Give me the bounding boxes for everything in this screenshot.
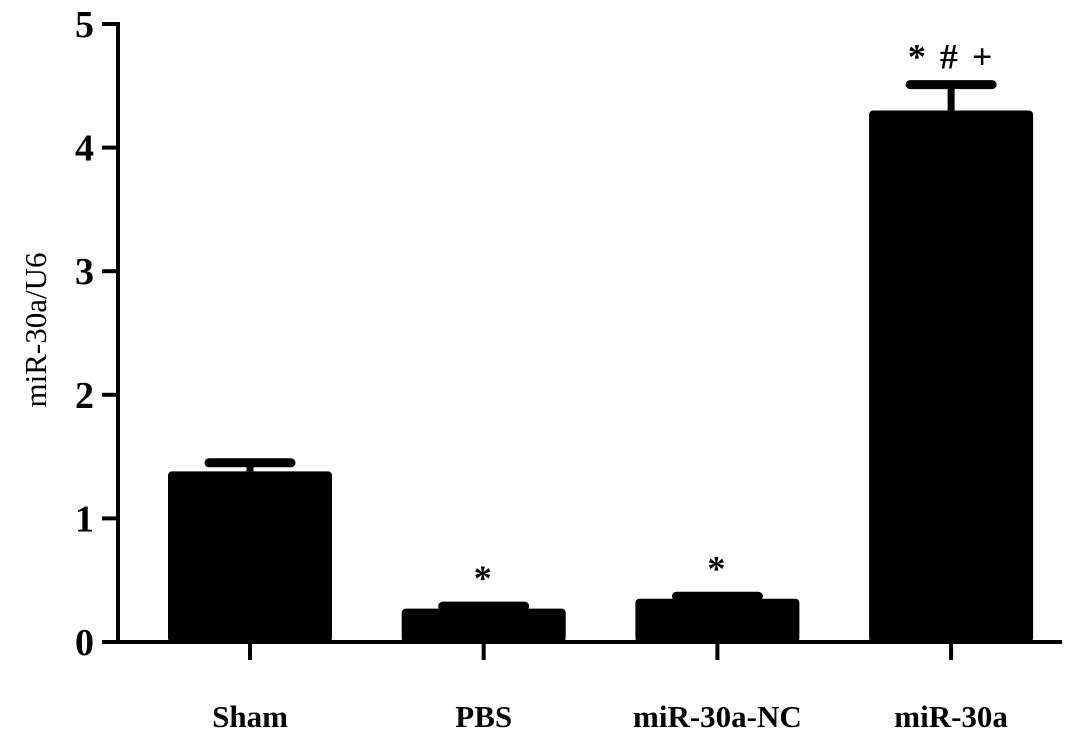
y-tick-label: 1 <box>75 498 94 540</box>
labels-layer: Sham * PBS * miR-30a-NC *#+ miR-30a 0 1 2 3 4 5 <box>75 4 1008 734</box>
y-tick-label: 0 <box>75 622 94 664</box>
bar <box>168 471 332 642</box>
significance-annotation: * <box>707 548 739 588</box>
y-tick-label: 3 <box>75 251 94 293</box>
x-tick-label: Sham <box>212 699 288 734</box>
bar <box>869 110 1034 642</box>
x-tick-label: PBS <box>455 699 512 734</box>
error-bars-layer <box>204 80 997 611</box>
significance-annotation: *#+ <box>908 37 1007 77</box>
y-tick-label: 5 <box>75 4 94 46</box>
bar <box>401 608 566 642</box>
x-tick-label: miR-30a <box>894 699 1008 734</box>
y-tick-label: 2 <box>75 375 94 417</box>
bar <box>635 598 800 642</box>
y-axis-label: miR-30a/U6 <box>18 253 53 408</box>
significance-annotation: * <box>474 558 506 598</box>
axes-layer <box>102 22 1062 660</box>
y-tick-label: 4 <box>75 128 94 170</box>
x-tick-label: miR-30a-NC <box>633 699 802 734</box>
bars-layer <box>168 110 1034 642</box>
